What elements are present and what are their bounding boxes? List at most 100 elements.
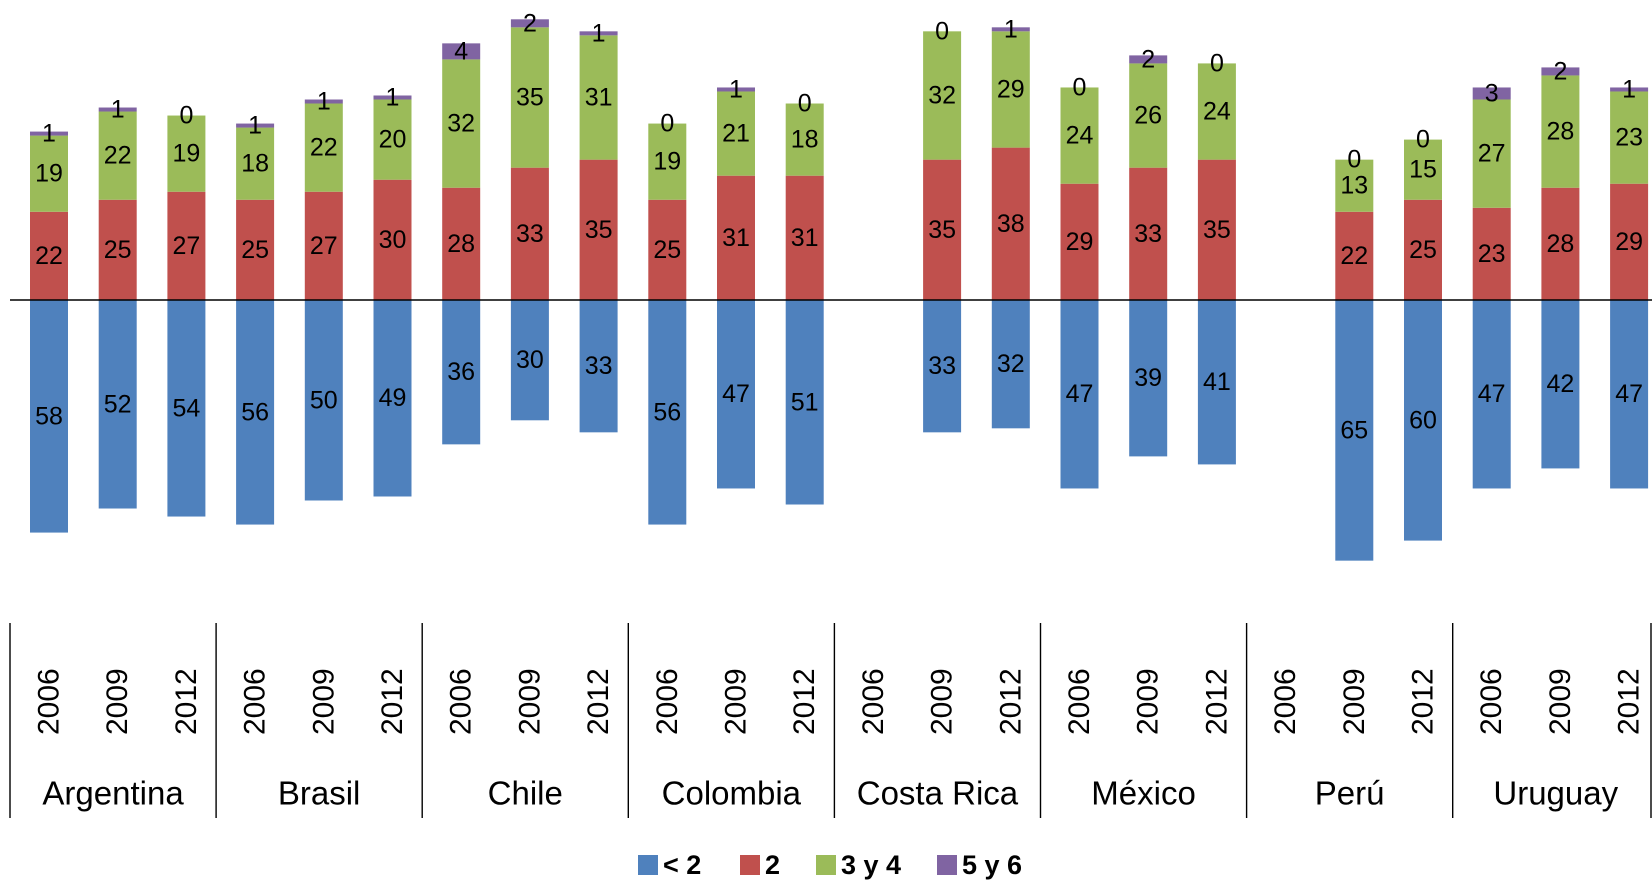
data-label-lt2-brasil-2009: 50 bbox=[310, 386, 338, 414]
country-label-uruguay: Uruguay bbox=[1493, 775, 1618, 812]
data-label-5y6-colombia-2012: 0 bbox=[798, 90, 812, 118]
data-label-lt2-colombia-2006: 56 bbox=[653, 398, 681, 426]
data-label-3y4-argentina-2012: 19 bbox=[172, 140, 200, 168]
country-label-costa-rica: Costa Rica bbox=[857, 775, 1019, 812]
country-label-peru: Perú bbox=[1315, 775, 1385, 812]
data-label-lt2-mexico-2012: 41 bbox=[1203, 368, 1231, 396]
data-label-5y6-colombia-2006: 0 bbox=[660, 110, 674, 138]
bar-segment-3y4-uruguay-2012 bbox=[1610, 91, 1649, 184]
bar-segment-lt2-costa-rica-2009 bbox=[923, 300, 962, 433]
data-label-2-uruguay-2012: 29 bbox=[1615, 228, 1643, 256]
data-label-lt2-argentina-2012: 54 bbox=[172, 394, 200, 422]
bar-segment-lt2-colombia-2012 bbox=[785, 300, 824, 505]
bar-segment-2-colombia-2012 bbox=[785, 175, 824, 300]
year-label-colombia-2006: 2006 bbox=[651, 668, 684, 735]
data-label-2-argentina-2012: 27 bbox=[172, 232, 200, 260]
bar-segment-lt2-argentina-2012 bbox=[167, 300, 206, 517]
data-label-3y4-uruguay-2009: 28 bbox=[1546, 118, 1574, 146]
country-label-brasil: Brasil bbox=[278, 775, 361, 812]
data-label-3y4-mexico-2009: 26 bbox=[1134, 102, 1162, 130]
data-label-lt2-colombia-2012: 51 bbox=[791, 388, 819, 416]
legend-label-3-y-4: 3 y 4 bbox=[841, 850, 901, 880]
country-label-mexico: México bbox=[1091, 775, 1196, 812]
data-label-3y4-chile-2009: 35 bbox=[516, 83, 544, 111]
data-label-lt2-chile-2006: 36 bbox=[447, 358, 475, 386]
bar-segment-5y6-chile-2006 bbox=[442, 43, 481, 60]
year-label-uruguay-2006: 2006 bbox=[1475, 668, 1508, 735]
bar-segment-3y4-brasil-2006 bbox=[236, 127, 275, 200]
data-label-5y6-mexico-2009: 2 bbox=[1141, 45, 1155, 73]
data-label-lt2-mexico-2006: 47 bbox=[1066, 380, 1094, 408]
bar-segment-2-uruguay-2012 bbox=[1610, 183, 1649, 300]
legend-label-2: 2 bbox=[765, 850, 780, 880]
data-label-3y4-peru-2012: 15 bbox=[1409, 156, 1437, 184]
bar-segment-lt2-mexico-2009 bbox=[1129, 300, 1168, 457]
year-label-costa-rica-2009: 2009 bbox=[926, 668, 959, 735]
bar-segment-2-mexico-2006 bbox=[1060, 183, 1099, 300]
bar-segment-3y4-costa-rica-2009 bbox=[923, 31, 962, 160]
data-label-lt2-costa-rica-2009: 33 bbox=[928, 352, 956, 380]
data-label-5y6-brasil-2012: 1 bbox=[386, 83, 400, 111]
data-label-5y6-mexico-2006: 0 bbox=[1073, 73, 1087, 101]
year-label-peru-2006: 2006 bbox=[1269, 668, 1302, 735]
data-label-2-colombia-2012: 31 bbox=[791, 224, 819, 252]
bar-segment-5y6-colombia-2009 bbox=[717, 87, 755, 92]
data-label-3y4-chile-2006: 32 bbox=[447, 110, 475, 138]
year-label-colombia-2009: 2009 bbox=[720, 668, 753, 735]
bar-segment-lt2-chile-2009 bbox=[510, 300, 549, 421]
data-label-2-colombia-2006: 25 bbox=[653, 236, 681, 264]
data-label-lt2-colombia-2009: 47 bbox=[722, 380, 750, 408]
data-label-lt2-costa-rica-2012: 32 bbox=[997, 350, 1025, 378]
bar-segment-3y4-mexico-2009 bbox=[1129, 63, 1168, 168]
bar-segment-lt2-uruguay-2012 bbox=[1610, 300, 1649, 489]
bar-segment-3y4-colombia-2009 bbox=[717, 91, 755, 176]
data-label-3y4-costa-rica-2012: 29 bbox=[997, 75, 1025, 103]
data-label-2-peru-2012: 25 bbox=[1409, 236, 1437, 264]
data-label-3y4-mexico-2006: 24 bbox=[1066, 122, 1094, 150]
bar-segment-3y4-colombia-2012 bbox=[785, 103, 824, 176]
bar-segment-3y4-chile-2006 bbox=[442, 59, 481, 188]
bar-segment-2-mexico-2009 bbox=[1129, 167, 1168, 300]
data-label-5y6-costa-rica-2012: 1 bbox=[1004, 15, 1018, 43]
bar-segment-5y6-costa-rica-2012 bbox=[991, 27, 1030, 32]
data-label-lt2-uruguay-2012: 47 bbox=[1615, 380, 1643, 408]
bar-segment-3y4-chile-2012 bbox=[579, 35, 618, 160]
year-label-argentina-2006: 2006 bbox=[33, 668, 66, 735]
data-label-3y4-colombia-2006: 19 bbox=[653, 148, 681, 176]
bar-segment-lt2-argentina-2009 bbox=[98, 300, 137, 509]
bar-segment-lt2-brasil-2006 bbox=[236, 300, 275, 525]
year-label-uruguay-2009: 2009 bbox=[1544, 668, 1577, 735]
year-label-costa-rica-2012: 2012 bbox=[994, 668, 1027, 735]
bar-segment-3y4-mexico-2006 bbox=[1060, 87, 1099, 184]
bar-segment-3y4-peru-2009 bbox=[1335, 159, 1374, 212]
data-label-5y6-peru-2012: 0 bbox=[1416, 126, 1430, 154]
data-label-2-mexico-2006: 29 bbox=[1066, 228, 1094, 256]
data-label-2-colombia-2009: 31 bbox=[722, 224, 750, 252]
bar-segment-lt2-brasil-2009 bbox=[304, 300, 343, 501]
bar-segment-5y6-uruguay-2009 bbox=[1541, 67, 1580, 76]
bar-segment-2-brasil-2012 bbox=[373, 179, 412, 300]
year-label-mexico-2012: 2012 bbox=[1200, 668, 1233, 735]
data-label-2-mexico-2012: 35 bbox=[1203, 216, 1231, 244]
data-label-5y6-mexico-2012: 0 bbox=[1210, 49, 1224, 77]
data-label-lt2-uruguay-2009: 42 bbox=[1546, 370, 1574, 398]
legend-label-lt2: < 2 bbox=[663, 850, 701, 880]
data-label-3y4-uruguay-2006: 27 bbox=[1478, 140, 1506, 168]
bar-segment-3y4-brasil-2012 bbox=[373, 99, 412, 180]
data-label-5y6-chile-2009: 2 bbox=[523, 9, 537, 37]
data-label-3y4-mexico-2012: 24 bbox=[1203, 98, 1231, 126]
bar-segment-2-chile-2009 bbox=[510, 167, 549, 300]
bar-segment-3y4-chile-2009 bbox=[510, 27, 549, 168]
data-label-2-costa-rica-2012: 38 bbox=[997, 210, 1025, 238]
data-label-5y6-argentina-2012: 0 bbox=[179, 102, 193, 130]
bar-segment-5y6-argentina-2006 bbox=[30, 131, 68, 136]
data-label-lt2-chile-2009: 30 bbox=[516, 346, 544, 374]
data-label-2-brasil-2012: 30 bbox=[379, 226, 407, 254]
data-label-2-brasil-2006: 25 bbox=[241, 236, 269, 264]
bar-segment-2-argentina-2009 bbox=[98, 199, 137, 300]
country-label-colombia: Colombia bbox=[662, 775, 802, 812]
data-label-2-argentina-2009: 25 bbox=[104, 236, 132, 264]
bar-segment-5y6-brasil-2006 bbox=[236, 123, 275, 128]
data-label-5y6-costa-rica-2009: 0 bbox=[935, 17, 949, 45]
